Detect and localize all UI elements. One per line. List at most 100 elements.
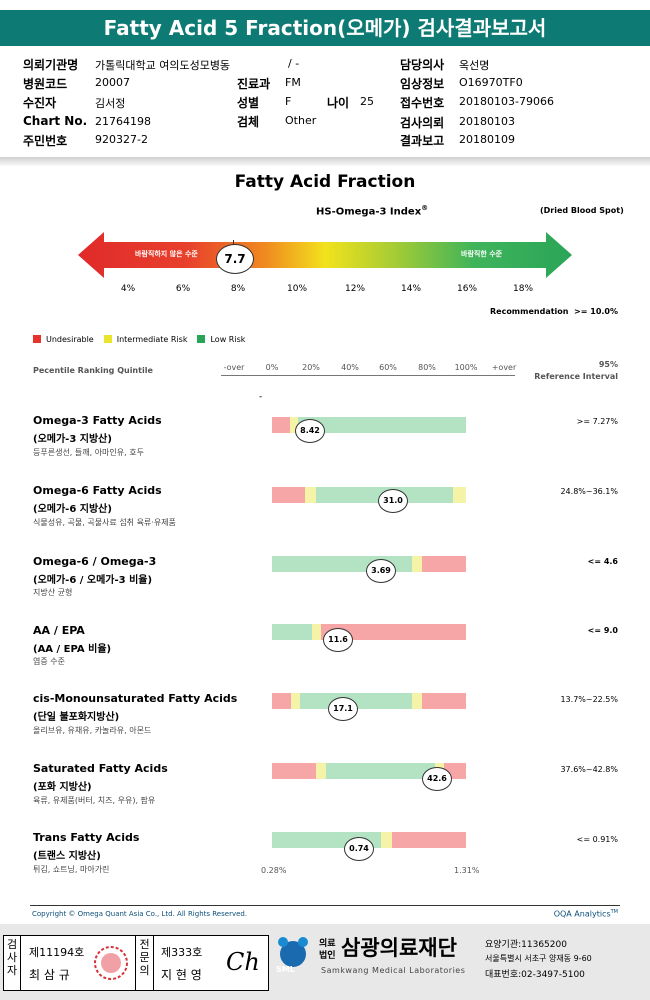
resident-value: 920327-2: [95, 133, 148, 146]
item-sub: 등푸른생선, 들깨, 아마인유, 호두: [33, 448, 144, 457]
recipient-value: 김서정: [95, 97, 126, 110]
org-prefix-2: 법인: [319, 951, 336, 961]
undesirable-text: 바람직하지 않은 수준: [135, 250, 198, 258]
item-ref: 13.7%~22.5%: [560, 695, 618, 704]
signature-box: 검사자 제11194호 최 삼 규 전문의 제333호 지 현 영 Ch: [3, 935, 269, 991]
receipt-label: 접수번호: [400, 96, 445, 110]
bar-yellow: [453, 487, 466, 503]
item-ko: (오메가-6 / 오메가-3 비율): [33, 575, 153, 586]
ref-header-1: 95%: [598, 360, 618, 369]
examiner-no: 제11194호: [29, 946, 85, 959]
tick-label: 80%: [418, 363, 436, 372]
info-separator: [0, 157, 650, 167]
sex-label: 성별: [237, 96, 260, 110]
institution-value: 가톨릭대학교 여의도성모병동: [95, 59, 231, 72]
scale-label: 16%: [456, 284, 478, 294]
item-sub: 올리브유, 유채유, 카놀라유, 아몬드: [33, 726, 152, 735]
item-sub: 염증 수준: [33, 657, 65, 666]
org-name: 삼광의료재단: [341, 936, 457, 960]
clinical-label: 임상정보: [400, 77, 445, 91]
report-value: 20180109: [459, 133, 515, 146]
bar-yellow: [291, 693, 300, 709]
age-value: 25: [360, 95, 374, 108]
legend-intermediate: Intermediate Risk: [116, 334, 188, 344]
scale-label: 10%: [286, 284, 308, 294]
item-ref: 24.8%~36.1%: [560, 487, 618, 496]
specimen-note: (Dried Blood Spot): [540, 206, 624, 215]
org-line2: 서울특별시 서초구 양재동 9-60: [485, 954, 592, 963]
bar-yellow: [381, 832, 392, 848]
dash-mark: -: [259, 392, 263, 402]
sex-value: F: [285, 95, 292, 108]
org-line3: 대표번호:02-3497-5100: [485, 970, 585, 980]
item-ko: (포화 지방산): [33, 782, 92, 793]
item-name: Trans Fatty Acids: [33, 831, 140, 844]
item-ko: (단일 불포화지방산): [33, 712, 120, 723]
item-ko: (AA / EPA 비율): [33, 644, 112, 655]
item-name: Saturated Fatty Acids: [33, 762, 168, 775]
report-title: Fatty Acid 5 Fraction(오메가) 검사결과보고서: [0, 10, 650, 46]
tick-label: 100%: [454, 363, 478, 372]
tick-label: 20%: [302, 363, 320, 372]
org-prefix-1: 의료: [319, 939, 336, 949]
scale-label: 8%: [230, 284, 246, 294]
item-bar: [272, 624, 466, 640]
item-sub: 지방산 균형: [33, 588, 73, 597]
doctor-value: 옥선명: [459, 59, 490, 72]
receipt-value: 20180103-79066: [459, 95, 554, 108]
tick-label: 40%: [341, 363, 359, 372]
brand: OQA AnalyticsTM: [553, 909, 618, 919]
specialist-signature: Ch: [226, 948, 260, 976]
resident-label: 주민번호: [23, 134, 68, 148]
item-sub: 튀김, 쇼트닝, 마아가린: [33, 865, 110, 874]
bar-red: [272, 417, 290, 433]
tick-label: -over: [223, 363, 245, 372]
recipient-label: 수진자: [23, 96, 57, 110]
index-subtitle: HS-Omega-3 Index®: [316, 204, 429, 218]
examiner-name: 최 삼 규: [29, 968, 70, 982]
bar-green: [272, 624, 312, 640]
trans-max: 1.31%: [454, 866, 480, 875]
hospital-code-value: 20007: [95, 76, 130, 89]
request-value: 20180103: [459, 115, 515, 128]
percentile-title: Pecentile Ranking Quintile: [33, 366, 153, 375]
tick-label: +over: [491, 363, 517, 372]
bar-yellow: [312, 624, 321, 640]
hospital-code-label: 병원코드: [23, 77, 68, 91]
copyright: Copyright © Omega Quant Asia Co., Ltd. A…: [32, 910, 248, 918]
tick-label: 0%: [265, 363, 279, 372]
undesirable-swatch: [33, 335, 41, 343]
org-english: Samkwang Medical Laboratories: [321, 966, 466, 975]
bar-yellow: [290, 417, 298, 433]
item-value-marker: 11.6: [323, 628, 353, 652]
bar-yellow: [305, 487, 316, 503]
department-label: 진료과: [237, 77, 271, 91]
item-name: Omega-6 Fatty Acids: [33, 484, 162, 497]
footer-rule: [30, 905, 620, 906]
item-ref: <= 0.91%: [576, 835, 618, 844]
legend: Undesirable Intermediate Risk Low Risk: [33, 333, 245, 345]
scale-label: 6%: [175, 284, 191, 294]
age-label: 나이: [327, 96, 350, 110]
sml-logo-icon: [278, 937, 308, 967]
item-value-marker: 31.0: [378, 489, 408, 513]
clinical-value: O16970TF0: [459, 76, 523, 89]
item-value-marker: 42.6: [422, 767, 452, 791]
item-value-marker: 0.74: [344, 837, 374, 861]
item-sub: 육류, 유제품(버터, 치즈, 우유), 팜유: [33, 796, 156, 805]
item-sub: 식물성유, 곡물, 곡물사료 섭취 육류·유제품: [33, 518, 176, 527]
bar-red: [392, 832, 466, 848]
specialist-label: 전문의: [135, 936, 154, 990]
index-gradient-arrow: [78, 232, 572, 278]
legend-undesirable: Undesirable: [46, 334, 94, 344]
item-name: Omega-6 / Omega-3: [33, 555, 157, 568]
item-ko: (오메가-6 지방산): [33, 504, 112, 515]
percentile-axis: [221, 375, 515, 376]
logo-text: SML: [276, 965, 295, 974]
specimen-value: Other: [285, 114, 317, 127]
org-line1: 요양기관:11365200: [485, 940, 567, 950]
bar-yellow: [316, 763, 326, 779]
bar-green: [298, 417, 466, 433]
bar-red: [321, 624, 466, 640]
legend-low: Low Risk: [210, 334, 246, 344]
